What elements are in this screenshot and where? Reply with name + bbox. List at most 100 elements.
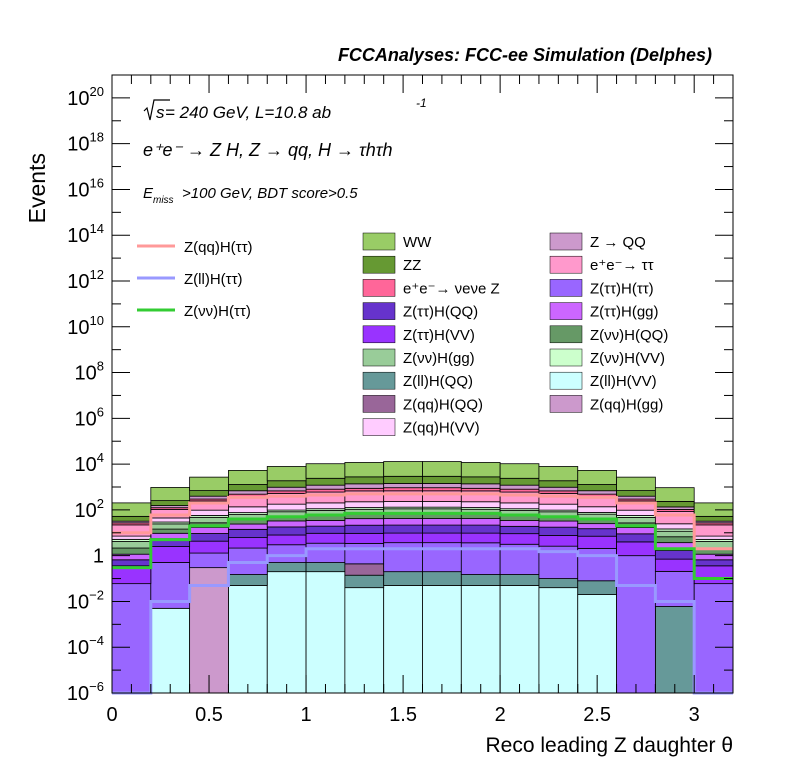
- bar-14-4: [266, 486, 307, 492]
- bar-2-7: [383, 571, 423, 586]
- line-2: [112, 511, 733, 581]
- legend-label: Z(ττ)H(QQ): [403, 304, 478, 321]
- bar-11-0: [111, 535, 152, 540]
- bar-4-8: [422, 542, 462, 573]
- legend-label: e⁺e⁻→ νeνe Z: [403, 280, 500, 297]
- legend-label: Z(ττ)H(VV): [403, 327, 475, 344]
- legend-stack-column-2: Z → QQ e⁺e⁻→ ττ Z(ττ)H(ττ) Z(ττ)H(gg) Z(νν)H…: [549, 232, 668, 413]
- bar-11-12: [577, 506, 617, 513]
- bar-16-2: [189, 476, 229, 491]
- bar-14-3: [228, 490, 268, 495]
- x-tick-label: 3: [689, 704, 700, 726]
- y-tick-exp: 12: [90, 267, 104, 282]
- bar-2-11: [538, 578, 579, 589]
- line-1: [112, 547, 733, 695]
- bar-6-9: [460, 524, 501, 534]
- bar-11-5: [305, 502, 346, 510]
- bar-0-6: [344, 587, 385, 694]
- y-tick-base: 10: [67, 271, 89, 293]
- bar-15-10: [499, 477, 540, 486]
- bar-2-6: [344, 574, 385, 589]
- legend-swatch: [362, 371, 396, 390]
- bar-6-5: [305, 525, 346, 534]
- bar-15-3: [228, 484, 268, 492]
- process-annotation: e⁺e⁻ → Z H, Z → qq, H → τhτh: [143, 140, 393, 160]
- bar-11-2: [189, 509, 229, 516]
- legend-swatch: [549, 255, 583, 274]
- legend-stack-column-1: WW ZZ e⁺e⁻→ νeνe Z Z(ττ)H(QQ) Z(ττ)H(VV) Z(νν…: [362, 232, 500, 437]
- bar-11-14: [654, 523, 695, 530]
- bar-15-11: [538, 480, 579, 488]
- bar-15-8: [422, 475, 462, 484]
- bar-1-2: [189, 567, 229, 694]
- bar-7-10: [499, 520, 540, 527]
- legend-swatch: [362, 348, 396, 367]
- bar-14-2: [189, 495, 229, 500]
- bar-5-1: [150, 546, 191, 563]
- bar-7-12: [577, 523, 617, 530]
- signal-lines: [112, 492, 733, 695]
- y-tick-base: 10: [75, 408, 97, 430]
- bar-7-11: [538, 520, 579, 528]
- bar-2-5: [305, 562, 346, 573]
- bar-11-1: [150, 517, 191, 523]
- x-tick-label: 1.5: [389, 704, 417, 726]
- legend-swatch: [362, 302, 396, 320]
- bar-7-7: [383, 518, 423, 526]
- legend-line-label: Z(ll)H(ττ): [184, 271, 243, 288]
- x-tick-label: 2: [495, 704, 506, 726]
- y-tick-base: 10: [75, 454, 97, 476]
- bar-7-8: [422, 518, 462, 526]
- bar-14-5: [305, 484, 346, 490]
- bar-15-13: [616, 490, 656, 497]
- bar-7-0: [111, 553, 152, 561]
- x-tick-label: 0: [106, 704, 117, 726]
- y-tick-label: 108: [75, 359, 104, 385]
- bar-8-0: [111, 547, 152, 555]
- y-tick-exp: 18: [90, 130, 104, 145]
- bar-0-4: [266, 571, 307, 694]
- cuts-e: E: [143, 185, 154, 202]
- y-tick-base: 10: [67, 88, 89, 110]
- bar-16-5: [305, 463, 346, 479]
- y-tick-base: 10: [67, 591, 89, 613]
- bar-11-10: [499, 502, 540, 510]
- bar-7-6: [344, 518, 385, 526]
- bar-13-7: [383, 487, 423, 492]
- bar-15-0: [111, 515, 152, 522]
- cuts-text: >100 GeV, BDT score>0.5: [182, 185, 358, 202]
- bar-6-8: [422, 524, 462, 534]
- bar-15-15: [693, 515, 734, 522]
- bar-5-9: [460, 532, 501, 544]
- y-tick-exp: 4: [97, 450, 104, 465]
- bar-11-8: [422, 501, 462, 508]
- bar-7-4: [266, 520, 307, 528]
- legend-line-label: Z(νν)H(ττ): [184, 303, 251, 320]
- axis-ticks: [111, 74, 734, 694]
- bar-12-15: [693, 524, 734, 537]
- legend-label: Z(ll)H(QQ): [403, 373, 473, 390]
- x-tick-label: 2.5: [583, 704, 611, 726]
- legend-label: Z(νν)H(QQ): [590, 327, 668, 344]
- bar-14-9: [460, 483, 501, 489]
- bar-0-10: [499, 585, 540, 694]
- bar-6-3: [228, 528, 268, 539]
- bar-16-3: [228, 470, 268, 485]
- y-tick-label: 106: [75, 404, 104, 430]
- bar-5-3: [228, 537, 268, 549]
- y-tick-base: 10: [75, 363, 97, 385]
- y-tick-base: 10: [67, 134, 89, 156]
- chart-title: FCCAnalyses: FCC-ee Simulation (Delphes): [338, 45, 712, 65]
- x-tick-label: 1: [301, 704, 312, 726]
- y-tick-label: 10−6: [67, 679, 104, 705]
- y-axis-label: Events: [24, 153, 50, 223]
- cuts-annotation: E miss >100 GeV, BDT score>0.5: [143, 185, 358, 206]
- bar-11-6: [344, 501, 385, 508]
- bar-6-2: [189, 533, 229, 542]
- y-tick-label: 1014: [67, 221, 104, 247]
- bar-16-13: [616, 476, 656, 491]
- x-tick-labels: 0 0.5 1 1.5 2 2.5 3: [106, 704, 699, 726]
- bar-2-12: [577, 580, 617, 595]
- bar-14-6: [344, 483, 385, 489]
